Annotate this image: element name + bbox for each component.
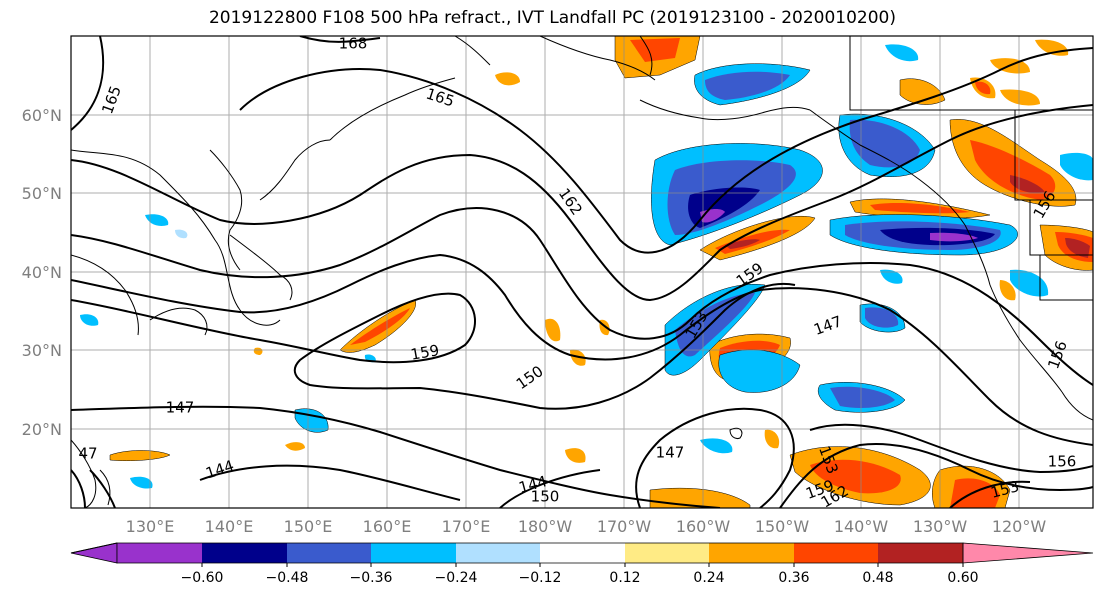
colorbar-bin	[540, 543, 625, 563]
colorbar-tick-label: 0.60	[947, 570, 978, 586]
colorbar-tick-label: −0.36	[350, 570, 393, 586]
lon-label: 180°W	[518, 517, 573, 536]
colorbar-bin	[202, 543, 287, 563]
lat-label: 60°N	[22, 106, 62, 125]
map-frame	[70, 35, 1094, 509]
colorbar-extend-high	[962, 542, 1094, 564]
lon-label: 120°W	[992, 517, 1047, 536]
lon-label: 130°W	[913, 517, 968, 536]
lon-label: 140°E	[205, 517, 254, 536]
colorbar-bin	[794, 543, 878, 563]
contour-label: 165	[98, 83, 125, 116]
longitude-labels: 130°E 140°E 150°E 160°E 170°E 180°W 170°W 160°W…	[126, 517, 1047, 536]
lat-label: 20°N	[22, 420, 62, 439]
contour-label: 156	[1048, 453, 1077, 471]
contour-label: 165	[424, 85, 457, 111]
colorbar-tick-label: 0.24	[693, 570, 724, 586]
contour-label: 159	[409, 341, 440, 364]
lon-label: 170°E	[442, 517, 491, 536]
lat-label: 40°N	[22, 263, 62, 282]
lon-label: 150°E	[284, 517, 333, 536]
lon-label: 140°W	[834, 517, 889, 536]
lon-label: 160°E	[363, 517, 412, 536]
contour-lines	[71, 36, 1093, 508]
contour-label: 147	[656, 444, 685, 462]
colorbar-tick-label: −0.12	[519, 570, 562, 586]
shading-layer	[80, 36, 1093, 508]
colorbar-tick-label: −0.60	[181, 570, 224, 586]
colorbar-extend-low	[70, 542, 118, 564]
lon-label: 160°W	[676, 517, 731, 536]
colorbar-tick-label: −0.24	[435, 570, 478, 586]
latitude-labels: 20°N 30°N 40°N 50°N 60°N	[22, 106, 62, 439]
colorbar-tick-label: 0.36	[778, 570, 809, 586]
lat-label: 50°N	[22, 184, 62, 203]
colorbar-bin	[287, 543, 371, 563]
map-title: 2019122800 F108 500 hPa refract., IVT La…	[208, 8, 896, 28]
contour-label: 150	[513, 362, 547, 393]
lon-label: 170°W	[597, 517, 652, 536]
colorbar-tick-label: 0.12	[609, 570, 640, 586]
colorbar-bin	[709, 543, 794, 563]
contour-label: 150	[531, 488, 560, 506]
contour-label: 47	[78, 445, 97, 463]
lon-label: 150°W	[755, 517, 810, 536]
colorbar-bin	[878, 543, 963, 563]
lon-label: 130°E	[126, 517, 175, 536]
coastlines	[71, 36, 1093, 508]
contour-label: 144	[203, 457, 236, 483]
contour-label: 147	[166, 399, 195, 417]
colorbar-bin	[117, 543, 202, 563]
colorbar-bin	[625, 543, 709, 563]
colorbar-bin	[371, 543, 456, 563]
colorbar: −0.60 −0.48 −0.36 −0.24 −0.12 0.12 0.24 0.36 0.4…	[70, 542, 1094, 586]
lat-label: 30°N	[22, 341, 62, 360]
colorbar-tick-label: −0.48	[266, 570, 309, 586]
contour-label: 147	[811, 312, 844, 339]
colorbar-tick-label: 0.48	[862, 570, 893, 586]
contour-label: 168	[339, 35, 368, 53]
colorbar-bin	[456, 543, 540, 563]
